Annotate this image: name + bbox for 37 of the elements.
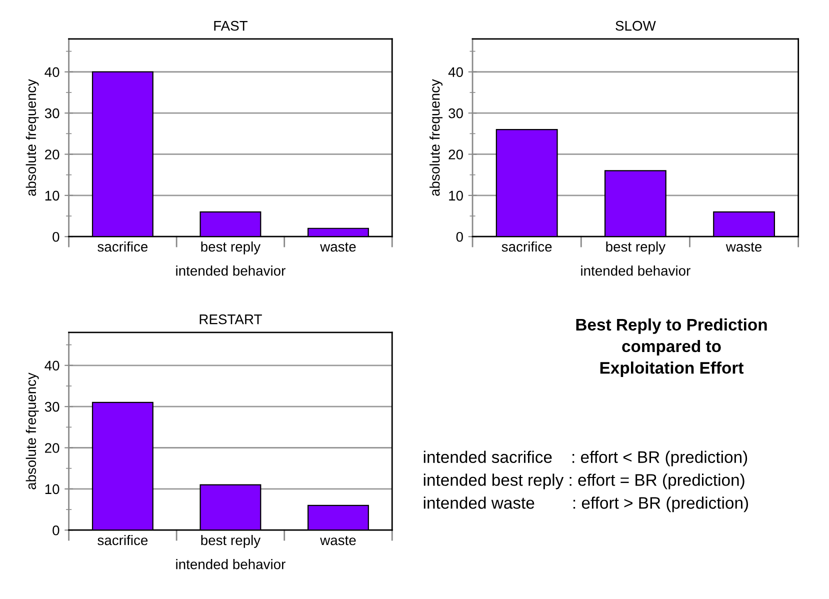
y-tick-label: 30 [44,402,60,412]
y-tick-label: 20 [45,443,60,453]
chart-title: RESTART [200,314,262,324]
y-tick-label: 40 [44,360,60,371]
x-tick-label: sacrifice [98,534,148,546]
y-tick-label: 0 [456,232,463,242]
y-tick-label: 20 [45,150,60,160]
text: Best Reply to Prediction compared to Exploitation Effort [576,318,767,378]
chart-title: SLOW [616,20,656,31]
x-axis-title: intended behavior [176,559,286,570]
text: intended best reply : effort = BR (prediction) [424,474,744,490]
text: intended waste : effort > BR (prediction) [424,496,748,512]
x-axis-title: intended behavior [176,266,286,276]
y-axis-title: absolute frequency [430,79,442,196]
x-tick-label: best reply [201,534,261,548]
y-tick-label: 0 [52,525,60,536]
x-axis-title: intended behavior [581,266,690,276]
y-tick-label: 10 [45,190,60,201]
y-tick-label: 30 [448,108,463,118]
y-axis-title: absolute frequency [26,79,39,196]
x-tick-label: waste [726,242,762,252]
text: intended sacrifice : effort < BR (prediction) [424,450,748,466]
y-tick-label: 40 [448,67,463,78]
y-tick-label: 10 [45,484,60,494]
x-tick-label: best reply [201,241,261,254]
y-tick-label: 10 [449,190,463,201]
y-tick-label: 20 [448,150,463,160]
x-tick-label: best reply [606,241,666,254]
y-axis-title: absolute frequency [26,372,39,490]
x-tick-label: sacrifice [98,241,148,252]
y-tick-label: 40 [44,67,60,78]
chart-title: FAST [214,20,248,31]
x-tick-label: sacrifice [502,241,552,252]
y-tick-label: 30 [44,108,60,118]
x-tick-label: waste [320,242,356,252]
y-tick-label: 0 [52,232,60,242]
x-tick-label: waste [320,536,356,546]
